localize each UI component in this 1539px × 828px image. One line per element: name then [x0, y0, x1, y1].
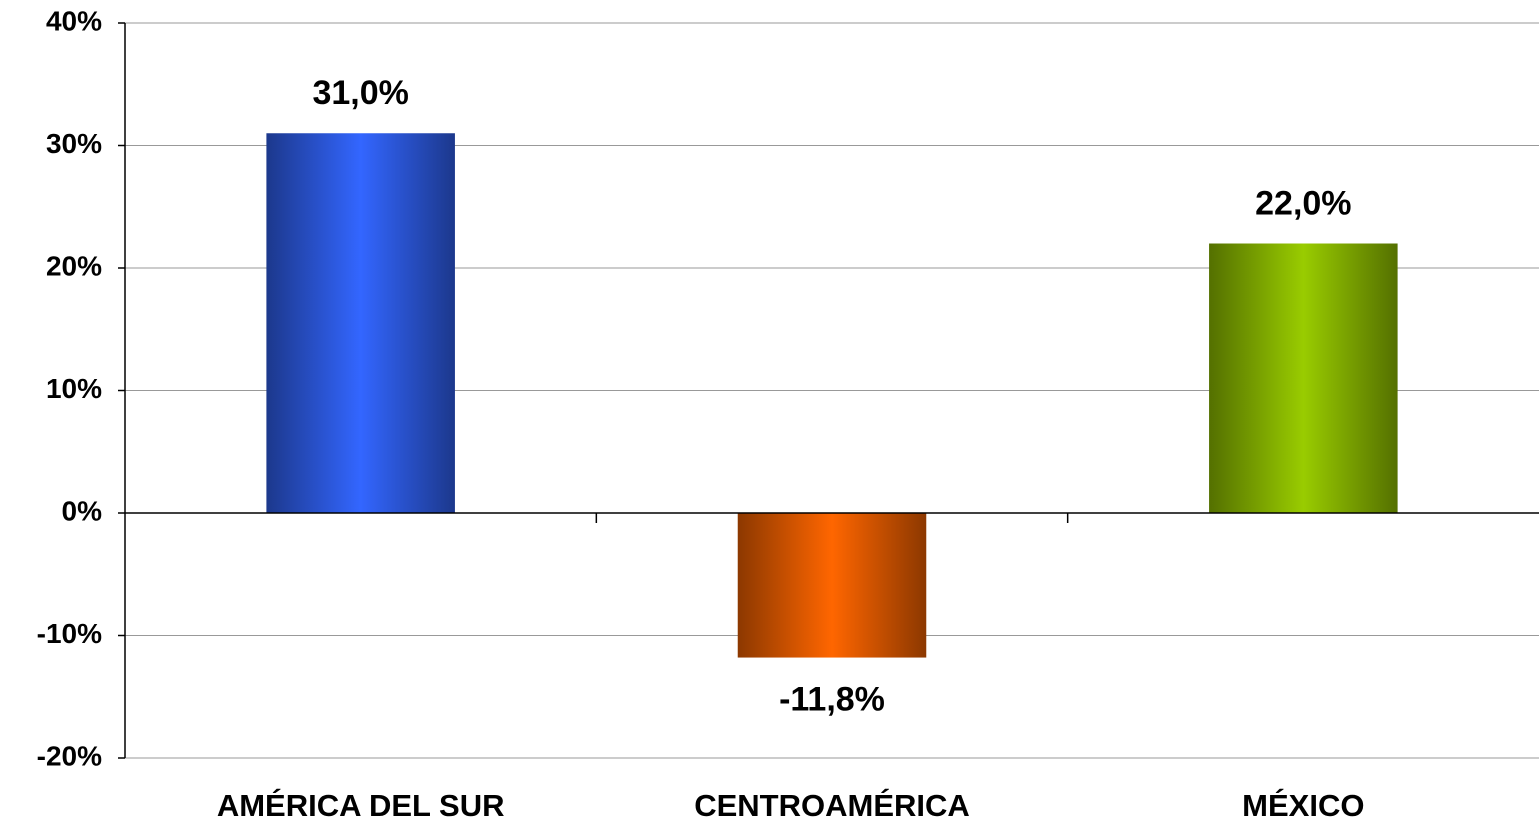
bar: [266, 133, 455, 513]
y-tick-label: -10%: [37, 618, 102, 649]
y-tick-label: 40%: [46, 5, 102, 36]
x-tick-label: MÉXICO: [1242, 788, 1364, 823]
y-tick-label: 10%: [46, 373, 102, 404]
y-tick-label: -20%: [37, 740, 102, 771]
y-tick-label: 0%: [62, 495, 103, 526]
x-tick-label: CENTROAMÉRICA: [694, 788, 970, 823]
bar: [737, 513, 927, 658]
value-label: 22,0%: [1255, 184, 1351, 222]
y-tick-label: 30%: [46, 128, 102, 159]
value-label: -11,8%: [779, 681, 885, 719]
bar: [1209, 243, 1398, 513]
value-label: 31,0%: [312, 74, 408, 112]
x-tick-label: AMÉRICA DEL SUR: [217, 788, 505, 823]
y-tick-label: 20%: [46, 250, 102, 281]
